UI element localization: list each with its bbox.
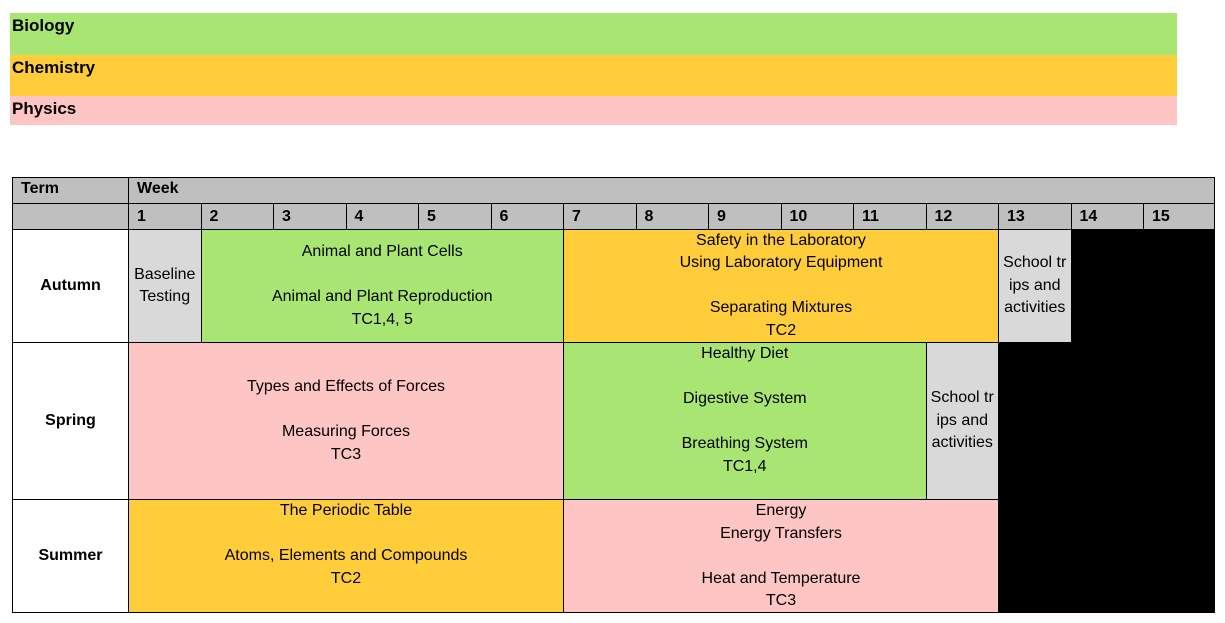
term-spring: Spring — [12, 342, 129, 500]
autumn-school-trips: School trips and activities — [998, 229, 1072, 343]
term-autumn: Autumn — [12, 229, 129, 343]
autumn-animal-plant-cells: Animal and Plant Cells Animal and Plant … — [200, 229, 564, 343]
week-number: 3 — [273, 203, 347, 230]
legend-biology: Biology — [10, 13, 1177, 55]
legend-chemistry-label: Chemistry — [12, 58, 96, 77]
spring-healthy-diet: Healthy Diet Digestive System Breathing … — [563, 342, 927, 500]
summer-energy: Energy Energy Transfers Heat and Tempera… — [563, 499, 999, 613]
spring-forces: Types and Effects of Forces Measuring Fo… — [128, 342, 564, 500]
week-number: 5 — [418, 203, 492, 230]
autumn-empty — [1070, 229, 1215, 343]
week-number: 9 — [708, 203, 782, 230]
summer-empty — [998, 499, 1215, 613]
autumn-safety-laboratory: Safety in the Laboratory Using Laborator… — [563, 229, 999, 343]
week-number: 13 — [998, 203, 1072, 230]
legend-physics: Physics — [10, 96, 1177, 125]
week-number: 4 — [345, 203, 419, 230]
week-number: 12 — [925, 203, 999, 230]
term-summer: Summer — [12, 499, 129, 613]
timetable: Term Week 1 2 3 4 5 6 7 8 9 10 11 12 13 … — [12, 177, 1215, 613]
spring-empty — [998, 342, 1215, 500]
legend-biology-label: Biology — [12, 16, 75, 35]
summer-periodic-table: The Periodic Table Atoms, Elements and C… — [128, 499, 564, 613]
week-number: 14 — [1070, 203, 1144, 230]
autumn-baseline-testing: Baseline Testing — [128, 229, 202, 343]
week-number: 11 — [853, 203, 927, 230]
spring-school-trips: School trips and activities — [925, 342, 999, 500]
week-number: 2 — [200, 203, 274, 230]
week-number: 1 — [128, 203, 202, 230]
week-number: 15 — [1143, 203, 1215, 230]
week-number: 10 — [780, 203, 854, 230]
legend-physics-label: Physics — [12, 99, 77, 118]
week-header: Week — [128, 177, 1215, 204]
week-number: 6 — [490, 203, 564, 230]
week-number: 8 — [635, 203, 709, 230]
legend-chemistry: Chemistry — [10, 55, 1177, 96]
term-header-blank — [12, 203, 129, 230]
week-number: 7 — [563, 203, 637, 230]
term-header: Term — [12, 177, 129, 204]
